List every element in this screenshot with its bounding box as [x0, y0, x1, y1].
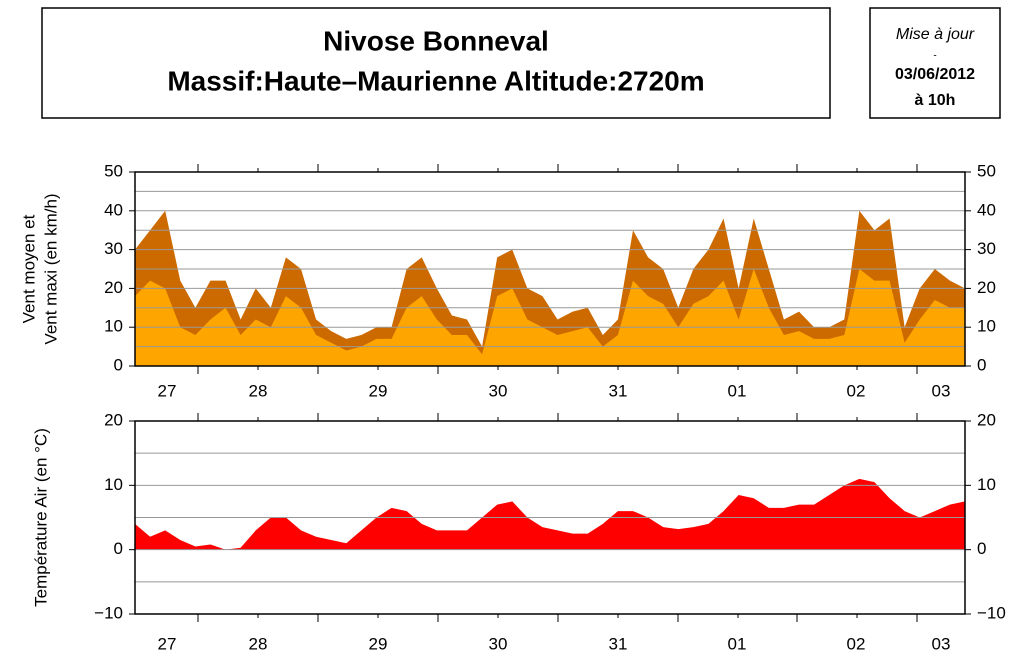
- update-label: Mise à jour: [896, 26, 975, 43]
- subtitle: Massif:Haute–Maurienne Altitude:2720m: [167, 65, 704, 96]
- y-tick-label: 20: [104, 410, 123, 429]
- x-tick-label: 27: [158, 381, 177, 400]
- x-tick-label: 03: [932, 634, 951, 653]
- y-tick-label: 20: [104, 278, 123, 297]
- y-axis-label: Vent moyen et: [19, 214, 38, 323]
- x-tick-label: 31: [609, 634, 628, 653]
- title: Nivose Bonneval: [323, 25, 549, 56]
- y-tick-label-right: 50: [977, 161, 996, 180]
- y-tick-label: 0: [114, 539, 123, 558]
- area: [135, 478, 965, 550]
- y-tick-label-right: 40: [977, 200, 996, 219]
- x-tick-label: 30: [489, 381, 508, 400]
- y-tick-label: 10: [104, 475, 123, 494]
- y-tick-label: 10: [104, 317, 123, 336]
- x-tick-label: 29: [369, 634, 388, 653]
- x-tick-label: 31: [609, 381, 628, 400]
- x-tick-label: 02: [847, 634, 866, 653]
- y-tick-label: 30: [104, 239, 123, 258]
- x-tick-label: 28: [249, 634, 268, 653]
- y-tick-label-right: −10: [977, 603, 1006, 622]
- title-box: [41, 7, 831, 119]
- y-axis-label: Température Air (en °C): [31, 428, 50, 607]
- y-tick-label-right: 10: [977, 475, 996, 494]
- y-tick-label-right: 20: [977, 410, 996, 429]
- update-box: [869, 7, 1001, 119]
- plot-frame: [134, 171, 966, 367]
- x-tick-label: 29: [369, 381, 388, 400]
- update-time: à 10h: [915, 92, 956, 109]
- plot-frame: [134, 420, 966, 615]
- y-tick-label: 0: [114, 355, 123, 374]
- x-tick-label: 30: [489, 634, 508, 653]
- x-tick-label: 27: [158, 634, 177, 653]
- y-tick-label: 40: [104, 200, 123, 219]
- x-tick-label: 01: [728, 634, 747, 653]
- y-tick-label-right: 20: [977, 278, 996, 297]
- x-tick-label: 02: [847, 381, 866, 400]
- area: [135, 269, 965, 366]
- y-tick-label-right: 10: [977, 317, 996, 336]
- update-date: 03/06/2012: [895, 66, 975, 83]
- x-tick-label: 01: [728, 381, 747, 400]
- y-tick-label-right: 0: [977, 355, 986, 374]
- x-tick-label: 28: [249, 381, 268, 400]
- x-tick-label: 03: [932, 381, 951, 400]
- y-tick-label: −10: [94, 603, 123, 622]
- y-axis-label: Vent maxi (en km/h): [41, 193, 60, 344]
- y-tick-label-right: 30: [977, 239, 996, 258]
- y-tick-label: 50: [104, 161, 123, 180]
- y-tick-label-right: 0: [977, 539, 986, 558]
- update-dash: -: [933, 51, 936, 62]
